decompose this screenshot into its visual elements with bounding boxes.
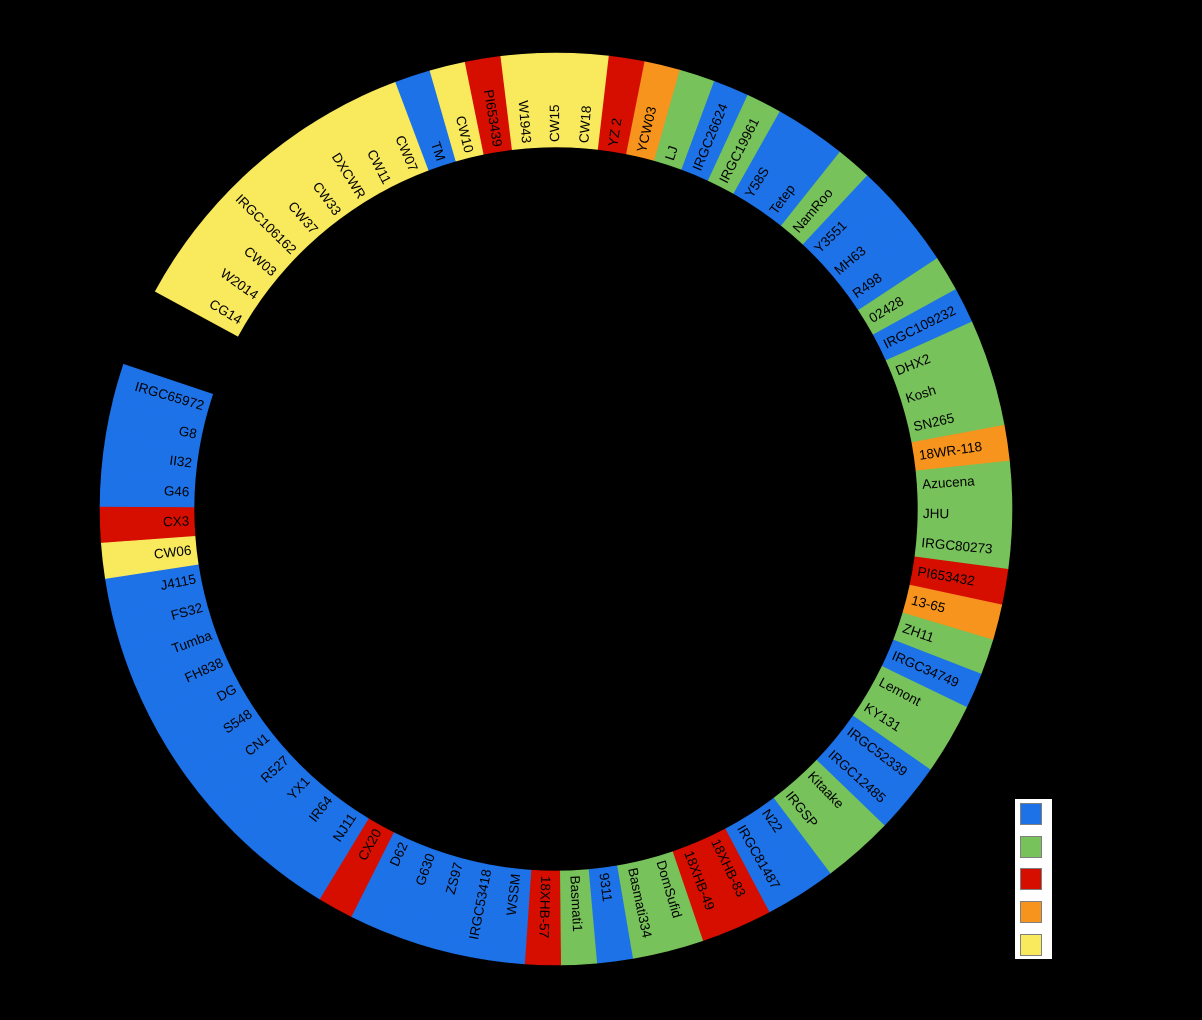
legend-swatch-green [1020,836,1042,858]
segment-label: JHU [922,505,950,522]
segment-label: CW15 [547,104,563,143]
legend-swatch-blue [1020,803,1042,825]
legend-swatch-orange [1020,901,1042,923]
segment-label: Basmati1 [567,875,586,933]
segment-label: CW18 [576,105,595,144]
legend-swatch-yellow [1020,934,1042,956]
segment-label: W1943 [515,99,535,144]
segment-label: 9311 [596,871,616,903]
segment-label: 18XHB-57 [536,875,554,939]
segment-label: CX3 [162,513,190,530]
segment-label: G46 [163,483,190,500]
ring-segment [113,363,214,423]
segment-label: II32 [168,452,193,471]
legend-swatch-red [1020,868,1042,890]
legend [1015,799,1052,959]
